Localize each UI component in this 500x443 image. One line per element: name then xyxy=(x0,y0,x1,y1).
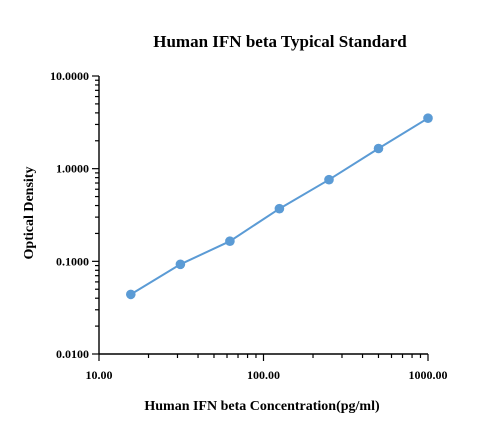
data-point xyxy=(324,174,334,185)
y-tick-label: 1.0000 xyxy=(56,162,89,176)
x-axis-label: Human IFN beta Concentration(pg/ml) xyxy=(144,399,380,414)
axes xyxy=(98,76,428,355)
data-point xyxy=(175,259,186,270)
data-point xyxy=(225,236,235,246)
data-point xyxy=(274,203,285,214)
x-tick-label: 10.00 xyxy=(86,368,113,382)
y-tick-label: 10.0000 xyxy=(50,69,89,83)
x-tick-label: 100.00 xyxy=(247,368,280,382)
series xyxy=(126,113,433,300)
y-tick-label: 0.1000 xyxy=(56,254,89,268)
y-tick-label: 0.0100 xyxy=(56,347,89,361)
ticks: 10.00 100.00 1000.00 0.0100 0.1000 1.0000 10.0… xyxy=(50,69,448,382)
x-tick-label: 1000.00 xyxy=(409,368,448,382)
y-axis-label: Optical Density xyxy=(22,167,37,260)
data-point xyxy=(126,289,136,300)
data-point xyxy=(373,143,384,154)
chart-title: Human IFN beta Typical Standard xyxy=(153,32,407,51)
data-point xyxy=(423,113,433,123)
